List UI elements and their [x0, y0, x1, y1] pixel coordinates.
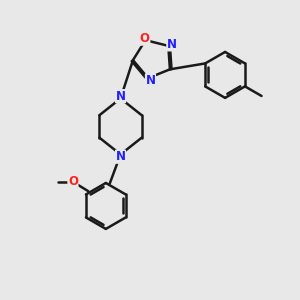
Text: N: N: [167, 38, 177, 51]
Text: O: O: [140, 32, 150, 45]
Text: N: N: [116, 150, 126, 163]
Text: O: O: [68, 175, 78, 188]
Text: N: N: [116, 90, 126, 103]
Text: N: N: [146, 74, 155, 87]
